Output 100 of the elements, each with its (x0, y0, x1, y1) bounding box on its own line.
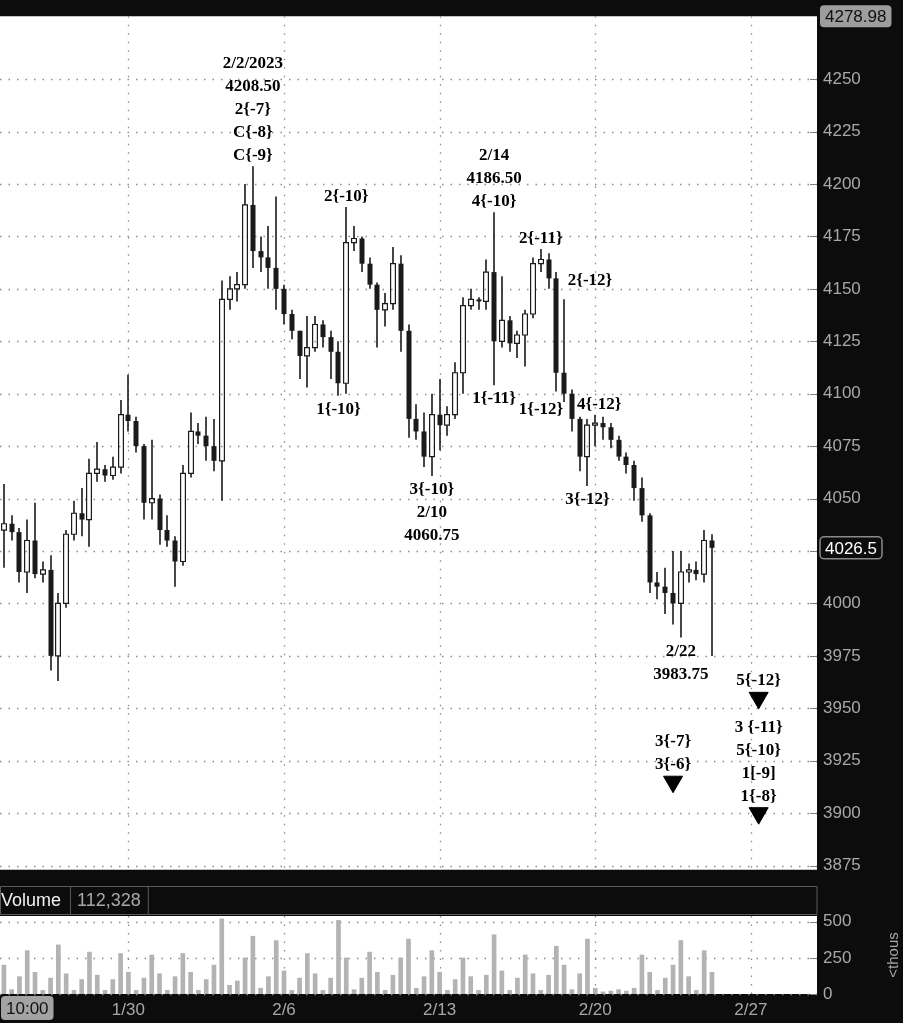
candlestick (9, 514, 15, 542)
bar (554, 946, 559, 994)
y-tick-label: 4075 (823, 435, 861, 455)
bar (694, 990, 699, 994)
bar (577, 973, 583, 994)
annotation: 2/14 4186.50 4{-10} (466, 145, 522, 211)
annotation: 2{-12} (567, 270, 613, 290)
x-tick-label: 2/27 (734, 999, 768, 1019)
bar (413, 987, 419, 994)
candlestick (367, 256, 373, 290)
y-tick-label: 4250 (823, 68, 861, 88)
candlestick (320, 319, 326, 349)
y-tick-label: 4150 (823, 278, 861, 298)
candlestick (390, 246, 396, 311)
candlestick (693, 560, 699, 582)
bar (351, 989, 357, 994)
point (748, 691, 769, 710)
bar (569, 989, 575, 994)
candlestick (654, 571, 660, 601)
candlestick (71, 499, 77, 542)
bar (196, 990, 201, 994)
text: 10:00 (6, 998, 49, 1018)
bar (662, 977, 668, 994)
candlestick (265, 225, 271, 290)
candlestick (460, 296, 466, 395)
bar (398, 957, 404, 994)
bar (110, 979, 116, 994)
y-tick-label: 4175 (823, 226, 861, 246)
annotation: 5{-12} (736, 670, 782, 690)
bar (273, 940, 279, 994)
bar (616, 989, 621, 994)
candlestick (670, 550, 676, 626)
annotation: 2{-10} (323, 186, 369, 206)
candlestick (289, 309, 295, 340)
y-tick-label: 250 (823, 947, 852, 967)
candlestick (382, 292, 388, 328)
bar (227, 985, 232, 994)
candlestick (468, 288, 474, 311)
bar (522, 954, 528, 994)
candlestick (546, 252, 552, 290)
y-tick-label: 500 (823, 911, 852, 931)
y-axis-title: <thous (884, 932, 902, 978)
candlestick (608, 422, 614, 450)
candlestick (413, 403, 419, 441)
annotation: 3{-10} 2/10 4060.75 (404, 479, 460, 545)
candlestick (678, 550, 684, 639)
y-tick-label: 4200 (823, 173, 861, 193)
y-tick-label: 0 (823, 983, 833, 1003)
bar (701, 950, 707, 994)
bar (437, 972, 442, 994)
candlestick (631, 460, 637, 502)
bar (624, 990, 629, 994)
bar (297, 977, 302, 994)
bar (336, 920, 341, 994)
annotation: 2/22 3983.75 (653, 640, 709, 683)
bar (9, 989, 14, 994)
bar (328, 977, 334, 994)
y-tick-label: 3950 (823, 698, 861, 717)
candlestick (561, 298, 567, 403)
candlestick (530, 256, 536, 320)
bar (118, 953, 123, 994)
bar (406, 938, 411, 994)
bar (24, 950, 30, 994)
candlestick (522, 309, 528, 368)
x-tick-label: 2/13 (423, 999, 457, 1019)
bar (647, 972, 653, 994)
candlestick (24, 518, 30, 594)
annotation: 1{-12} (518, 399, 564, 419)
bar (445, 990, 450, 994)
bar (79, 979, 85, 994)
bar (258, 987, 263, 994)
candlestick (1, 483, 7, 569)
bar (17, 976, 22, 994)
candlestick (118, 399, 124, 475)
annotation: 4{-12} (576, 393, 622, 413)
bar (452, 979, 458, 994)
text: 4026.5 (825, 538, 877, 558)
y-tick-label: 4000 (823, 593, 861, 613)
bar (40, 990, 46, 994)
point (748, 807, 769, 825)
bar (289, 990, 295, 994)
bar (592, 987, 598, 994)
candlestick (172, 535, 178, 588)
y-tick-label: 3900 (823, 802, 861, 822)
bar (157, 973, 162, 994)
candlestick (343, 206, 349, 395)
bar (343, 957, 349, 994)
candlestick (195, 422, 201, 445)
annotation: 2/2/2023 4208.50 2{-7} C{-8} C{-9} (222, 53, 284, 165)
candlestick (662, 566, 668, 615)
bar (585, 938, 590, 994)
candlestick (592, 413, 598, 447)
bar (483, 974, 489, 994)
candlestick (188, 411, 194, 479)
y-tick-label: 3875 (823, 855, 861, 875)
candlestick (616, 434, 622, 462)
bar (234, 980, 240, 994)
bar (608, 990, 614, 994)
candlestick (452, 361, 458, 420)
candlestick (164, 514, 170, 548)
